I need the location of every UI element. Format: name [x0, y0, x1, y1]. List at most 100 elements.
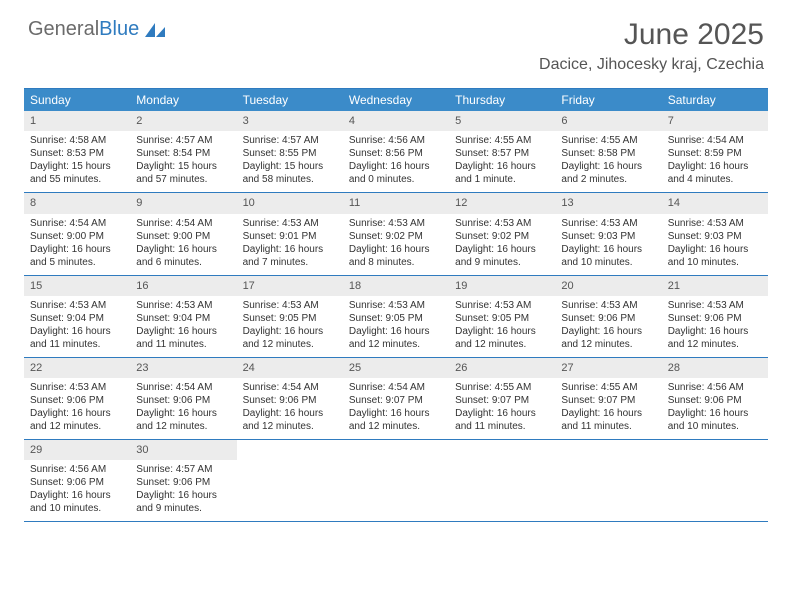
daylight-text: Daylight: 16 hours and 9 minutes.: [455, 243, 549, 269]
daylight-text: Daylight: 16 hours and 12 minutes.: [349, 325, 443, 351]
logo-text-blue: Blue: [99, 18, 139, 41]
sunset-text: Sunset: 9:06 PM: [668, 394, 762, 407]
day-of-week-header: SundayMondayTuesdayWednesdayThursdayFrid…: [24, 89, 768, 111]
sunset-text: Sunset: 9:06 PM: [30, 476, 124, 489]
sunrise-text: Sunrise: 4:57 AM: [136, 134, 230, 147]
daylight-text: Daylight: 16 hours and 0 minutes.: [349, 160, 443, 186]
day-body: Sunrise: 4:54 AMSunset: 9:00 PMDaylight:…: [130, 214, 236, 275]
calendar-week: 15Sunrise: 4:53 AMSunset: 9:04 PMDayligh…: [24, 276, 768, 358]
daylight-text: Daylight: 16 hours and 10 minutes.: [30, 489, 124, 515]
day-body: Sunrise: 4:58 AMSunset: 8:53 PMDaylight:…: [24, 131, 130, 192]
sunrise-text: Sunrise: 4:53 AM: [455, 217, 549, 230]
sunset-text: Sunset: 9:03 PM: [668, 230, 762, 243]
day-number: 30: [130, 440, 236, 460]
calendar-day: 7Sunrise: 4:54 AMSunset: 8:59 PMDaylight…: [662, 111, 768, 192]
day-number: 11: [343, 193, 449, 213]
sunset-text: Sunset: 9:02 PM: [455, 230, 549, 243]
daylight-text: Daylight: 16 hours and 1 minute.: [455, 160, 549, 186]
day-number: 13: [555, 193, 661, 213]
daylight-text: Daylight: 16 hours and 6 minutes.: [136, 243, 230, 269]
sunset-text: Sunset: 9:05 PM: [455, 312, 549, 325]
sunset-text: Sunset: 9:07 PM: [455, 394, 549, 407]
sunset-text: Sunset: 8:53 PM: [30, 147, 124, 160]
sunrise-text: Sunrise: 4:55 AM: [455, 134, 549, 147]
calendar-day: [662, 440, 768, 521]
sunset-text: Sunset: 9:05 PM: [349, 312, 443, 325]
sunrise-text: Sunrise: 4:54 AM: [349, 381, 443, 394]
daylight-text: Daylight: 16 hours and 12 minutes.: [561, 325, 655, 351]
day-body: Sunrise: 4:54 AMSunset: 9:06 PMDaylight:…: [237, 378, 343, 439]
calendar-day: 20Sunrise: 4:53 AMSunset: 9:06 PMDayligh…: [555, 276, 661, 357]
logo-text-general: General: [28, 18, 99, 41]
sunset-text: Sunset: 9:06 PM: [136, 476, 230, 489]
day-body: Sunrise: 4:54 AMSunset: 9:07 PMDaylight:…: [343, 378, 449, 439]
sunrise-text: Sunrise: 4:54 AM: [243, 381, 337, 394]
day-body: Sunrise: 4:53 AMSunset: 9:03 PMDaylight:…: [555, 214, 661, 275]
sunset-text: Sunset: 9:06 PM: [561, 312, 655, 325]
daylight-text: Daylight: 15 hours and 58 minutes.: [243, 160, 337, 186]
sunrise-text: Sunrise: 4:56 AM: [668, 381, 762, 394]
sunset-text: Sunset: 9:05 PM: [243, 312, 337, 325]
sunrise-text: Sunrise: 4:53 AM: [30, 381, 124, 394]
calendar-day: 8Sunrise: 4:54 AMSunset: 9:00 PMDaylight…: [24, 193, 130, 274]
day-number: 25: [343, 358, 449, 378]
day-body: Sunrise: 4:53 AMSunset: 9:05 PMDaylight:…: [237, 296, 343, 357]
day-number: 17: [237, 276, 343, 296]
sunrise-text: Sunrise: 4:54 AM: [668, 134, 762, 147]
sunrise-text: Sunrise: 4:54 AM: [136, 217, 230, 230]
day-of-week-cell: Thursday: [449, 89, 555, 111]
day-of-week-cell: Saturday: [662, 89, 768, 111]
calendar-day: 9Sunrise: 4:54 AMSunset: 9:00 PMDaylight…: [130, 193, 236, 274]
sunrise-text: Sunrise: 4:58 AM: [30, 134, 124, 147]
sunset-text: Sunset: 9:00 PM: [136, 230, 230, 243]
daylight-text: Daylight: 16 hours and 10 minutes.: [561, 243, 655, 269]
daylight-text: Daylight: 16 hours and 12 minutes.: [30, 407, 124, 433]
sunset-text: Sunset: 8:58 PM: [561, 147, 655, 160]
sunrise-text: Sunrise: 4:53 AM: [243, 299, 337, 312]
sunset-text: Sunset: 9:06 PM: [668, 312, 762, 325]
logo: GeneralBlue: [28, 18, 167, 41]
day-of-week-cell: Wednesday: [343, 89, 449, 111]
calendar-day: 10Sunrise: 4:53 AMSunset: 9:01 PMDayligh…: [237, 193, 343, 274]
sunrise-text: Sunrise: 4:57 AM: [243, 134, 337, 147]
sunset-text: Sunset: 8:55 PM: [243, 147, 337, 160]
day-of-week-cell: Tuesday: [237, 89, 343, 111]
day-number-empty: [237, 440, 343, 460]
daylight-text: Daylight: 16 hours and 12 minutes.: [243, 407, 337, 433]
day-number: 19: [449, 276, 555, 296]
day-number: 10: [237, 193, 343, 213]
calendar-day: 28Sunrise: 4:56 AMSunset: 9:06 PMDayligh…: [662, 358, 768, 439]
day-body: Sunrise: 4:57 AMSunset: 8:54 PMDaylight:…: [130, 131, 236, 192]
calendar-day: 15Sunrise: 4:53 AMSunset: 9:04 PMDayligh…: [24, 276, 130, 357]
daylight-text: Daylight: 16 hours and 8 minutes.: [349, 243, 443, 269]
day-body: Sunrise: 4:55 AMSunset: 9:07 PMDaylight:…: [555, 378, 661, 439]
sunrise-text: Sunrise: 4:56 AM: [349, 134, 443, 147]
daylight-text: Daylight: 16 hours and 12 minutes.: [455, 325, 549, 351]
calendar-day: 21Sunrise: 4:53 AMSunset: 9:06 PMDayligh…: [662, 276, 768, 357]
day-number: 12: [449, 193, 555, 213]
sunrise-text: Sunrise: 4:53 AM: [561, 299, 655, 312]
calendar-day: 26Sunrise: 4:55 AMSunset: 9:07 PMDayligh…: [449, 358, 555, 439]
day-body: Sunrise: 4:53 AMSunset: 9:06 PMDaylight:…: [662, 296, 768, 357]
sunrise-text: Sunrise: 4:55 AM: [561, 134, 655, 147]
day-body: Sunrise: 4:53 AMSunset: 9:05 PMDaylight:…: [449, 296, 555, 357]
daylight-text: Daylight: 16 hours and 4 minutes.: [668, 160, 762, 186]
calendar-day: 29Sunrise: 4:56 AMSunset: 9:06 PMDayligh…: [24, 440, 130, 521]
sunset-text: Sunset: 8:59 PM: [668, 147, 762, 160]
daylight-text: Daylight: 15 hours and 57 minutes.: [136, 160, 230, 186]
day-number: 22: [24, 358, 130, 378]
calendar-day: 18Sunrise: 4:53 AMSunset: 9:05 PMDayligh…: [343, 276, 449, 357]
calendar-day: [237, 440, 343, 521]
sunrise-text: Sunrise: 4:53 AM: [561, 217, 655, 230]
sunset-text: Sunset: 9:00 PM: [30, 230, 124, 243]
day-number: 29: [24, 440, 130, 460]
daylight-text: Daylight: 16 hours and 7 minutes.: [243, 243, 337, 269]
day-number-empty: [449, 440, 555, 460]
sunrise-text: Sunrise: 4:53 AM: [349, 217, 443, 230]
day-body: Sunrise: 4:53 AMSunset: 9:06 PMDaylight:…: [555, 296, 661, 357]
daylight-text: Daylight: 16 hours and 9 minutes.: [136, 489, 230, 515]
day-body: Sunrise: 4:54 AMSunset: 9:00 PMDaylight:…: [24, 214, 130, 275]
calendar-day: [343, 440, 449, 521]
day-of-week-cell: Friday: [555, 89, 661, 111]
day-body: Sunrise: 4:53 AMSunset: 9:05 PMDaylight:…: [343, 296, 449, 357]
